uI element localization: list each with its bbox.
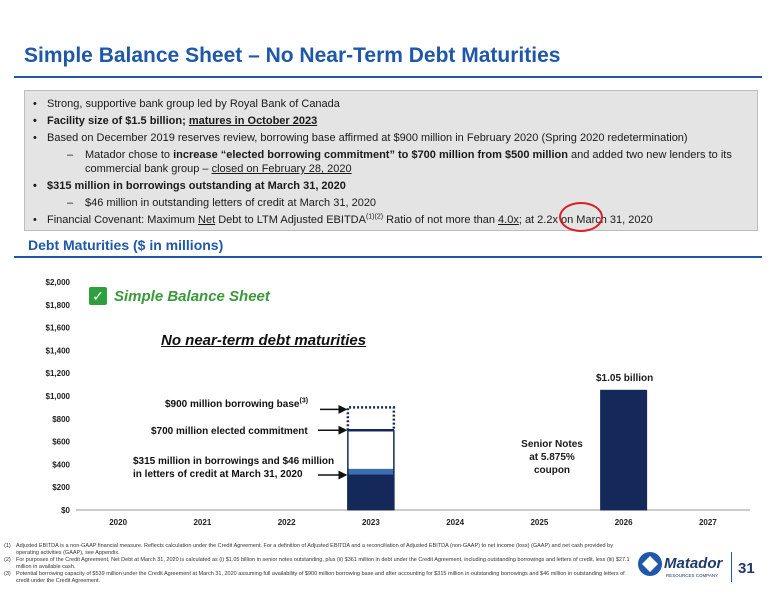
footnote-1: (1) Adjusted EBITDA is a non-GAAP financi… bbox=[4, 543, 613, 556]
logo-subtext: RESOURCES COMPANY bbox=[666, 573, 718, 578]
summary-box: Strong, supportive bank group led by Roy… bbox=[24, 90, 758, 231]
bullet-facility-size: Facility size of $1.5 billion; matures i… bbox=[33, 114, 749, 128]
section-divider bbox=[14, 256, 762, 258]
page-number-divider bbox=[731, 552, 732, 582]
y-tick-label: $600 bbox=[52, 438, 70, 447]
y-tick-label: $2,000 bbox=[46, 278, 71, 287]
x-tick-label: 2023 bbox=[362, 518, 380, 527]
bar-segment bbox=[347, 430, 394, 469]
footnote-2: (2) For purposes of the Credit Agreement,… bbox=[4, 557, 630, 570]
sub-bullet-commitment: Matador chose to increase “elected borro… bbox=[33, 148, 749, 176]
y-tick-label: $200 bbox=[52, 483, 70, 492]
senior-notes-label: Senior Notes at 5.875% coupon bbox=[521, 439, 583, 476]
borrowings-label-line2: in letters of credit at March 31, 2020 bbox=[133, 469, 303, 480]
page-title: Simple Balance Sheet – No Near-Term Debt… bbox=[24, 44, 561, 67]
y-tick-label: $1,000 bbox=[46, 392, 71, 401]
bullet-borrowing-base: Based on December 2019 reserves review, … bbox=[33, 131, 749, 145]
no-near-term-label: No near-term debt maturities bbox=[161, 332, 367, 349]
bar-segment bbox=[347, 468, 395, 475]
matador-logo: Matador RESOURCES COMPANY bbox=[638, 552, 724, 578]
footnotes: (1) Adjusted EBITDA is a non-GAAP financi… bbox=[4, 543, 634, 585]
borrowing-base-label: $900 million borrowing base(3) bbox=[165, 397, 309, 410]
y-tick-label: $0 bbox=[61, 506, 70, 515]
y-tick-label: $1,200 bbox=[46, 369, 71, 378]
x-tick-label: 2026 bbox=[615, 518, 633, 527]
section-title: Debt Maturities ($ in millions) bbox=[28, 237, 224, 253]
footnote-3: (3) Potential borrowing capacity of $539 … bbox=[4, 571, 625, 584]
sub-bullet-letters-of-credit: $46 million in outstanding letters of cr… bbox=[33, 196, 749, 210]
bullet-bank-group: Strong, supportive bank group led by Roy… bbox=[33, 97, 749, 111]
borrowing-base-outline bbox=[346, 406, 396, 431]
title-divider bbox=[14, 76, 762, 78]
bar-segment bbox=[600, 389, 648, 511]
y-tick-label: $1,400 bbox=[46, 346, 71, 355]
x-tick-label: 2022 bbox=[278, 518, 296, 527]
bar-segment bbox=[347, 473, 395, 511]
senior-notes-total: $1.05 billion bbox=[596, 373, 654, 384]
bullet-borrowings: $315 million in borrowings outstanding a… bbox=[33, 179, 749, 193]
x-tick-label: 2020 bbox=[109, 518, 127, 527]
y-tick-label: $400 bbox=[52, 460, 70, 469]
page-number: 31 bbox=[738, 560, 755, 577]
y-tick-label: $800 bbox=[52, 415, 70, 424]
simple-balance-sheet-label: Simple Balance Sheet bbox=[114, 288, 270, 305]
x-tick-label: 2024 bbox=[446, 518, 464, 527]
x-tick-label: 2025 bbox=[530, 518, 548, 527]
annotation-arrows bbox=[318, 404, 348, 480]
borrowings-label-line1: $315 million in borrowings and $46 milli… bbox=[133, 456, 335, 467]
debt-maturities-chart: $0 $200 $400 $600 $800 $1,000 $1,200 $1,400 $1,6… bbox=[46, 278, 750, 527]
y-tick-label: $1,600 bbox=[46, 324, 71, 333]
y-tick-label: $1,800 bbox=[46, 301, 71, 310]
x-tick-label: 2027 bbox=[699, 518, 717, 527]
x-axis: 2020 2021 2022 2023 2024 2025 2026 2027 bbox=[109, 518, 717, 527]
bullet-covenant: Financial Covenant: Maximum Net Debt to … bbox=[33, 213, 749, 227]
elected-commitment-label: $700 million elected commitment bbox=[151, 426, 308, 437]
checkmark-icon: ✓ bbox=[89, 287, 107, 305]
x-tick-label: 2021 bbox=[193, 518, 211, 527]
highlight-circle bbox=[559, 202, 603, 232]
logo-text: Matador bbox=[664, 555, 724, 572]
bars bbox=[346, 389, 648, 511]
